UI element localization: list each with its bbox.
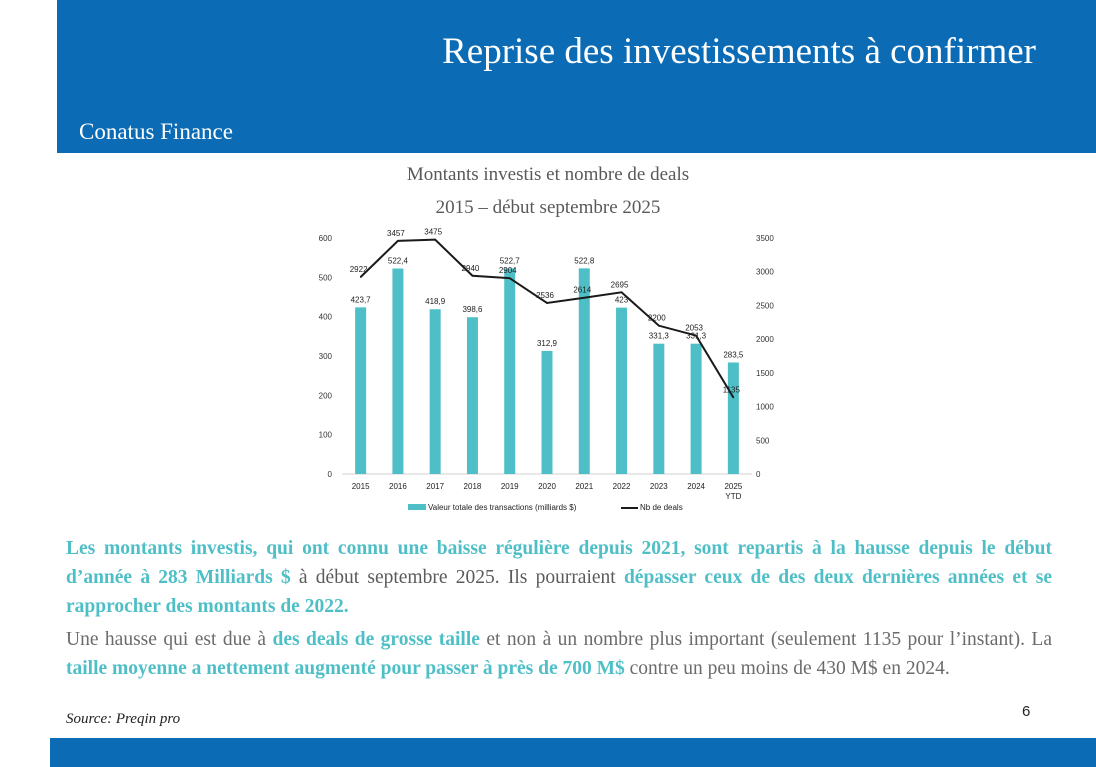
y-right-tick-label: 2000 <box>756 335 774 344</box>
deals-point-2024 <box>695 334 697 337</box>
x-tick-label: 2016 <box>389 482 407 491</box>
x-tick-sublabel: YTD <box>725 492 741 501</box>
legend-line-label: Nb de deals <box>640 503 683 512</box>
paragraph-2-text-2: et non à un nombre plus important (seule… <box>479 629 1052 650</box>
line-value-label: 2536 <box>536 291 554 300</box>
bar-2025 <box>727 362 739 474</box>
x-tick-label: 2018 <box>464 482 482 491</box>
bar-value-label: 522,7 <box>500 256 521 265</box>
deals-point-2020 <box>546 302 548 304</box>
deals-point-2017 <box>434 238 436 241</box>
chart-title: Montants investis et nombre de deals <box>406 164 690 185</box>
bar-2021 <box>578 268 590 474</box>
bar-value-label: 423 <box>615 296 629 305</box>
line-value-label: 3457 <box>387 229 405 238</box>
bar-2017 <box>429 309 441 474</box>
bar-2024 <box>690 343 702 474</box>
legend-bar-swatch <box>408 504 426 510</box>
y-right-tick-label: 1000 <box>756 403 774 412</box>
source-note: Source: Preqin pro <box>66 711 181 727</box>
paragraph-1-highlight-2: dépasser ceux de des deux dernières anné… <box>66 567 1052 617</box>
paragraph-2: Une hausse qui est due à des deals de gr… <box>66 625 1052 683</box>
bar-value-label: 283,5 <box>723 350 744 359</box>
bar-2016 <box>392 268 404 474</box>
x-tick-label: 2022 <box>613 482 631 491</box>
deals-point-2015 <box>359 276 362 278</box>
bar-value-label: 522,4 <box>388 257 409 266</box>
bar-value-label: 331,3 <box>649 332 670 341</box>
y-right-tick-label: 3500 <box>756 234 774 243</box>
slide-title: Reprise des investissements à confirmer <box>442 31 1036 72</box>
x-tick-label: 2025 <box>724 482 742 491</box>
y-left-tick-label: 300 <box>319 352 333 361</box>
bar-2023 <box>653 343 665 474</box>
y-left-tick-label: 200 <box>319 391 333 400</box>
y-right-tick-label: 0 <box>756 470 761 479</box>
paragraph-2-highlight-2: taille moyenne a nettement augmenté pour… <box>66 658 625 679</box>
paragraph-1-highlight-1: Les montants investis, qui ont connu une… <box>66 538 1052 588</box>
line-value-label: 2904 <box>499 266 517 275</box>
bar-2015 <box>355 307 367 474</box>
x-tick-label: 2021 <box>575 482 593 491</box>
deals-point-2016 <box>397 240 399 242</box>
paragraph-1: Les montants investis, qui ont connu une… <box>66 534 1052 621</box>
y-left-tick-label: 500 <box>319 273 333 282</box>
x-tick-label: 2015 <box>352 482 370 491</box>
brand-name: Conatus Finance <box>79 119 233 144</box>
page-number: 6 <box>1022 703 1031 720</box>
paragraph-2-text-3: contre un peu moins de 430 M$ en 2024. <box>624 658 950 679</box>
bar-value-label: 423,7 <box>351 295 372 304</box>
line-value-label: 2922 <box>350 265 368 274</box>
deals-point-2025 <box>732 396 735 399</box>
bar-value-label: 418,9 <box>425 297 446 306</box>
deals-point-2019 <box>508 277 511 279</box>
y-left-tick-label: 100 <box>319 431 333 440</box>
bar-value-label: 398,6 <box>462 305 483 314</box>
line-value-label: 3475 <box>424 228 442 237</box>
bar-2020 <box>541 350 553 474</box>
bar-value-label: 522,8 <box>574 256 595 265</box>
y-right-tick-label: 500 <box>756 436 770 445</box>
bar-2018 <box>466 317 478 474</box>
bar-2019 <box>504 268 516 474</box>
line-value-label: 2053 <box>685 324 703 333</box>
combo-chart: 0 100 200 300 400 500 600 0 500 1000 1500 2000 2500 3… <box>319 228 775 512</box>
deals-point-2021 <box>583 296 586 299</box>
line-value-label: 2695 <box>611 280 629 289</box>
paragraph-2-highlight-1: des deals de grosse taille <box>272 629 480 650</box>
paragraph-2-text-1: Une hausse qui est due à <box>66 629 273 650</box>
x-tick-label: 2020 <box>538 482 556 491</box>
x-tick-label: 2019 <box>501 482 519 491</box>
legend-bar-label: Valeur totale des transactions (milliard… <box>428 503 577 512</box>
y-left-tick-label: 600 <box>319 234 333 243</box>
footer-bar <box>50 738 1096 767</box>
deals-point-2018 <box>471 274 474 277</box>
line-value-label: 1135 <box>723 385 741 394</box>
deals-point-2022 <box>620 291 623 294</box>
line-value-label: 2940 <box>462 264 480 273</box>
bar-2022 <box>616 307 628 474</box>
deals-point-2023 <box>658 324 660 327</box>
y-left-tick-label: 0 <box>328 470 333 479</box>
chart-subtitle: 2015 – début septembre 2025 <box>435 197 661 218</box>
y-right-tick-label: 1500 <box>756 369 774 378</box>
x-tick-label: 2024 <box>687 482 705 491</box>
line-value-label: 2614 <box>573 286 591 295</box>
header-bar: Reprise des investissements à confirmer … <box>57 0 1096 153</box>
y-right-tick-label: 3000 <box>756 268 774 277</box>
x-tick-label: 2023 <box>650 482 668 491</box>
x-tick-label: 2017 <box>426 482 444 491</box>
bar-value-label: 312,9 <box>537 339 558 348</box>
y-left-tick-label: 400 <box>319 313 333 322</box>
y-right-tick-label: 2500 <box>756 301 774 310</box>
line-value-label: 2200 <box>648 314 666 323</box>
paragraph-1-text: à début septembre 2025. Ils pourraient <box>290 567 624 588</box>
